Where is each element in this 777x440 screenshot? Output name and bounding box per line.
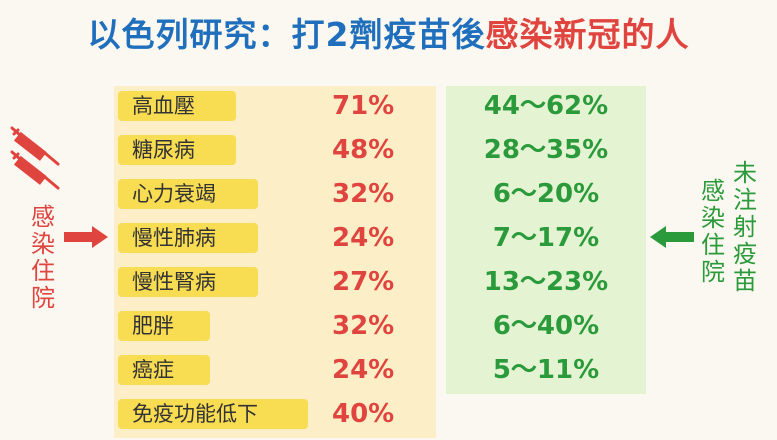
left-side-label: 感 染 住 院 (28, 204, 58, 312)
title-part-2: 感染新冠的人 (485, 15, 690, 54)
right-label-char: 注 (733, 186, 757, 214)
table-row: 6～40% (446, 306, 646, 350)
table-row: 肥胖 32% (114, 306, 436, 350)
right-label-char: 疫 (733, 240, 757, 268)
condition-label: 肥胖 (118, 311, 210, 341)
table-row: 癌症 24% (114, 350, 436, 394)
table-row: 44～62% (446, 86, 646, 130)
right-label-col1: 未 注 射 疫 苗 (730, 160, 760, 295)
table-row: 7～17% (446, 218, 646, 262)
unvaccinated-range: 7～17% (492, 223, 600, 253)
vaccinated-percent: 24% (332, 355, 395, 385)
table-row: 慢性腎病 27% (114, 262, 436, 306)
left-label-char: 院 (31, 284, 55, 312)
vaccinated-column: 高血壓 71% 糖尿病 48% 心力衰竭 32% 慢性肺病 24% 慢性腎病 2… (114, 86, 436, 438)
table-row: 13～23% (446, 262, 646, 306)
condition-label: 心力衰竭 (118, 179, 258, 209)
table-row: 免疫功能低下 40% (114, 394, 436, 438)
right-label-char: 未 (733, 159, 757, 187)
table-row: 慢性肺病 24% (114, 218, 436, 262)
arrow-left-icon (650, 226, 694, 248)
right-label-char: 苗 (733, 267, 757, 295)
table-row: 6～20% (446, 174, 646, 218)
unvaccinated-range: 44～62% (483, 91, 609, 121)
left-label-char: 感 (31, 203, 55, 231)
table-row: 5～11% (446, 350, 646, 394)
vaccinated-percent: 24% (332, 223, 395, 253)
right-label-char: 感 (701, 177, 725, 205)
unvaccinated-range: 28～35% (483, 135, 609, 165)
arrow-right-icon (64, 226, 108, 248)
table-row: 高血壓 71% (114, 86, 436, 130)
unvaccinated-range: 13～23% (483, 267, 609, 297)
unvaccinated-range: 5～11% (492, 355, 600, 385)
left-label-char: 住 (31, 257, 55, 285)
table-row: 28～35% (446, 130, 646, 174)
right-label-char: 院 (701, 258, 725, 286)
right-label-char: 染 (701, 204, 725, 232)
unvaccinated-range: 6～40% (492, 311, 600, 341)
right-label-col2: 感 染 住 院 (698, 178, 728, 286)
left-label-char: 染 (31, 230, 55, 258)
vaccinated-percent: 71% (332, 91, 395, 121)
table-row: 心力衰竭 32% (114, 174, 436, 218)
vaccinated-percent: 32% (332, 311, 395, 341)
condition-label: 糖尿病 (118, 135, 236, 165)
condition-label: 慢性肺病 (118, 223, 258, 253)
right-side-label: 未 注 射 疫 苗 感 染 住 院 (698, 160, 760, 310)
vaccinated-percent: 40% (332, 399, 395, 429)
right-label-char: 射 (733, 213, 757, 241)
vaccinated-percent: 48% (332, 135, 395, 165)
vaccinated-percent: 27% (332, 267, 395, 297)
unvaccinated-range: 6～20% (492, 179, 600, 209)
vaccinated-percent: 32% (332, 179, 395, 209)
title-part-1: 以色列研究：打2劑疫苗後 (87, 15, 486, 54)
condition-label: 癌症 (118, 355, 210, 385)
condition-label: 高血壓 (118, 91, 236, 121)
syringe-icon (10, 126, 60, 190)
right-label-char: 住 (701, 231, 725, 259)
condition-label: 免疫功能低下 (118, 399, 308, 429)
table-row: 糖尿病 48% (114, 130, 436, 174)
condition-label: 慢性腎病 (118, 267, 258, 297)
page-title: 以色列研究：打2劑疫苗後感染新冠的人 (0, 8, 777, 56)
unvaccinated-column: 44～62% 28～35% 6～20% 7～17% 13～23% 6～40% 5… (446, 86, 646, 394)
